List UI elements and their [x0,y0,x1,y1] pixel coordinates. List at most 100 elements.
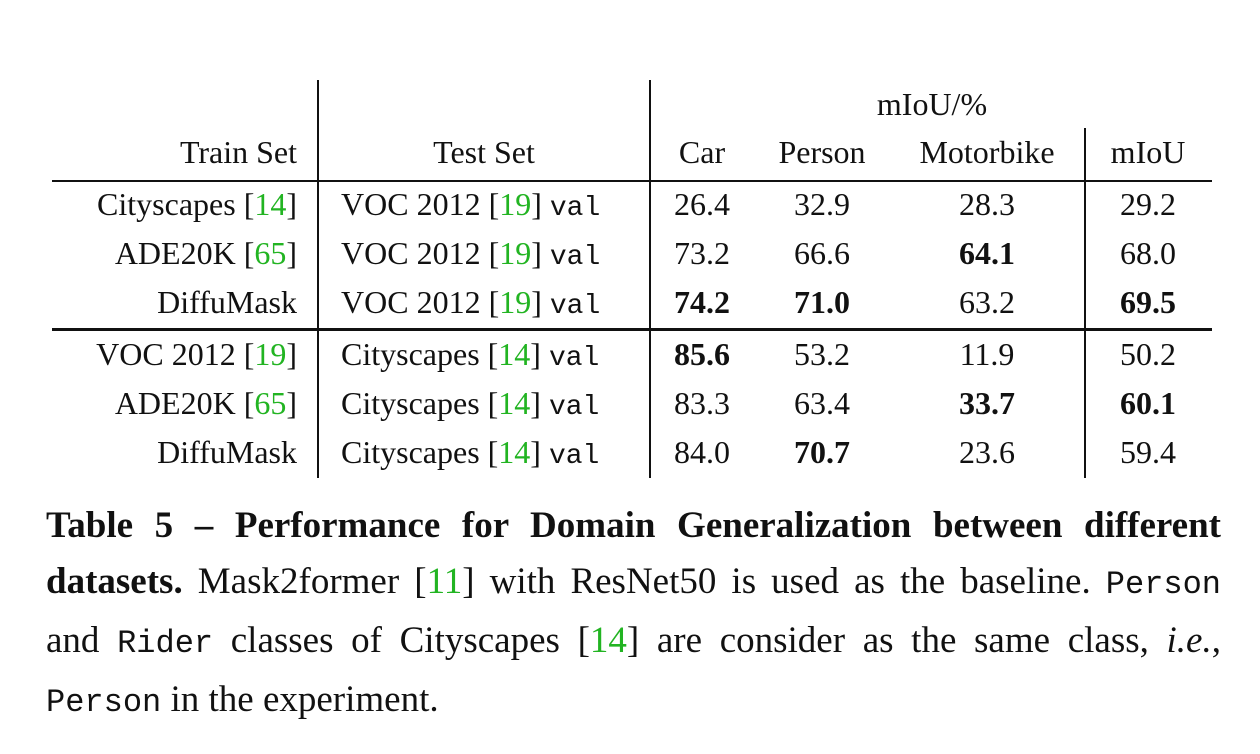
cell-train-set: ADE20K [65] [52,233,297,273]
cite-bracket: [ [235,385,255,421]
header-motorbike: Motorbike [919,134,1055,170]
cite-bracket: [ [479,434,499,470]
cite-bracket: [ [235,336,255,372]
cite-bracket: [ [479,336,499,372]
caption-text: classes of Cityscapes [ [213,620,590,661]
test-set-name: Cityscapes [341,385,480,421]
train-set-name: ADE20K [114,235,236,271]
cell-miou: 50.2 [1120,336,1176,372]
cell-test-set: VOC 2012 [19] val [341,184,646,224]
cite-bracket: ] [531,186,542,222]
cite-bracket: [ [480,186,500,222]
cite-bracket: ] [286,336,297,372]
cell-train-set: Cityscapes [14] [52,184,297,224]
results-table: mIoU/% Train Set Test Set Car Person Mot… [52,80,1212,480]
cell-train-set: DiffuMask [52,282,297,322]
cell-motorbike: 28.3 [959,186,1015,222]
cell-test-set: Cityscapes [14] val [341,432,646,472]
cite-bracket: ] [286,186,297,222]
train-set-name: DiffuMask [157,284,297,320]
cite-bracket: ] [286,235,297,271]
citation-link[interactable]: 14 [254,186,287,222]
citation-link[interactable]: 14 [498,434,531,470]
cite-bracket: ] [530,385,541,421]
cell-train-set: DiffuMask [52,432,297,472]
cell-train-set: ADE20K [65] [52,383,297,423]
cite-bracket: [ [235,186,255,222]
col-divider-train [317,80,319,478]
group-header-miou-percent: mIoU/% [876,86,988,122]
header-train-set: Train Set [179,134,297,170]
test-set-name: Cityscapes [341,336,480,372]
header-person: Person [778,134,866,170]
train-set-name: Cityscapes [97,186,236,222]
cite-bracket: ] [286,385,297,421]
cite-bracket: ] [531,235,542,271]
cell-car: 26.4 [674,186,730,222]
caption-citation[interactable]: 14 [589,620,627,661]
cite-bracket: ] [530,434,541,470]
caption-text: and [46,620,118,661]
cell-motorbike: 23.6 [959,434,1015,470]
caption-code-person: Person [46,684,162,721]
cell-person: 63.4 [794,385,850,421]
caption-text: ] with ResNet50 is used as the baseline. [462,561,1106,602]
caption-title: Table 5 – Performance for Domain General… [46,505,1221,602]
test-set-name: VOC 2012 [341,186,481,222]
group-separator-rule [52,328,1212,331]
cell-train-set: VOC 2012 [19] [52,334,297,374]
citation-link[interactable]: 65 [254,385,287,421]
caption-text: in the experiment. [161,679,439,720]
cell-car: 73.2 [674,235,730,271]
cite-bracket: [ [235,235,255,271]
split-label: val [548,441,600,472]
cell-test-set: Cityscapes [14] val [341,334,646,374]
cite-bracket: [ [480,284,500,320]
cell-miou: 68.0 [1120,235,1176,271]
cell-motorbike: 11.9 [959,336,1015,372]
citation-link[interactable]: 14 [498,336,531,372]
cite-bracket: [ [479,385,499,421]
test-set-name: Cityscapes [341,434,480,470]
citation-link[interactable]: 19 [254,336,287,372]
caption-text: , [1211,620,1221,661]
cell-miou: 60.1 [1120,385,1176,421]
table-caption: Table 5 – Performance for Domain General… [46,498,1221,731]
cell-car: 85.6 [674,336,730,372]
cite-bracket: ] [531,284,542,320]
cell-miou: 69.5 [1120,284,1176,320]
cell-motorbike: 33.7 [959,385,1015,421]
cell-car: 74.2 [674,284,730,320]
caption-ie: i.e. [1166,620,1212,661]
citation-link[interactable]: 19 [499,284,532,320]
col-divider-test [649,80,651,478]
cell-person: 53.2 [794,336,850,372]
cell-motorbike: 64.1 [959,235,1015,271]
split-label: val [549,193,601,224]
caption-code-person: Person [1105,566,1221,603]
split-label: val [549,291,601,322]
cell-person: 32.9 [794,186,850,222]
cell-car: 84.0 [674,434,730,470]
cell-person: 70.7 [794,434,850,470]
header-miou: mIoU [1110,134,1186,170]
citation-link[interactable]: 19 [499,186,532,222]
cell-person: 71.0 [794,284,850,320]
cell-test-set: Cityscapes [14] val [341,383,646,423]
train-set-name: VOC 2012 [96,336,236,372]
split-label: val [548,392,600,423]
citation-link[interactable]: 19 [499,235,532,271]
caption-citation[interactable]: 11 [426,561,463,602]
cell-person: 66.6 [794,235,850,271]
split-label: val [548,343,600,374]
cite-bracket: [ [480,235,500,271]
col-divider-miou [1084,128,1086,478]
cell-test-set: VOC 2012 [19] val [341,282,646,322]
cell-car: 83.3 [674,385,730,421]
header-test-set: Test Set [433,134,535,170]
cell-miou: 29.2 [1120,186,1176,222]
caption-code-rider: Rider [117,625,214,662]
cell-motorbike: 63.2 [959,284,1015,320]
citation-link[interactable]: 65 [254,235,287,271]
citation-link[interactable]: 14 [498,385,531,421]
